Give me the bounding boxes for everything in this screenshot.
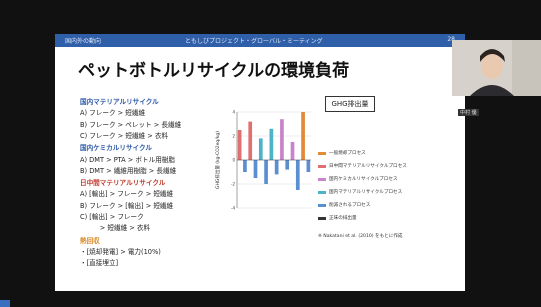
legend-label: 削減されるプロセス [329,202,370,208]
y-axis-label: GHG排出量 (kg-CO2eq/kg) [215,131,221,189]
list-item: A) DMT > PTA > ボトル用樹脂 [80,154,175,164]
y-tick-label: 2 [232,134,235,139]
legend-label: 一般焼却プロセス [329,150,366,156]
legend-label: 日中間マテリアルリサイクルプロセス [329,163,407,169]
legend-label: 国内ケミカルリサイクルプロセス [329,176,398,182]
list-item: C) フレーク > 短繊維 > 衣料 [80,130,168,140]
bar [307,160,311,172]
section-heading: 日中間マテリアルリサイクル [80,177,165,187]
legend-label: 正味の排出量 [329,215,357,221]
chart: GHG排出量 (kg-CO2eq/kg) -4 -2 0 2 4 [215,108,315,228]
legend-swatch [318,217,326,220]
app-icon [0,300,10,307]
list-item: C) [輸出] > フレーク [80,211,144,221]
ghg-box: GHG排出量 [325,96,375,112]
legend-swatch [318,152,326,155]
header-left: 国内外の動向 [65,36,101,45]
y-tick-label: -4 [231,206,235,211]
list-item: ・[直接埋立] [80,257,118,267]
bar [264,160,268,184]
bar [238,130,242,160]
y-tick-label: 0 [232,158,235,163]
list-item: A) フレーク > 短繊維 [80,107,145,117]
legend-swatch [318,178,326,181]
y-tick-label: -2 [231,182,235,187]
bar [291,142,295,160]
bar [275,160,279,174]
list-item: B) DMT > 繊維用樹脂 > 長繊維 [80,165,176,175]
bar [296,160,300,190]
list-item: > 短繊維 > 衣料 [80,222,150,232]
legend-label: 国内マテリアルリサイクルプロセス [329,189,402,195]
y-tick-label: 4 [232,110,235,115]
slide-title: ペットボトルリサイクルの環境負荷 [78,56,349,81]
legend-swatch [318,191,326,194]
section-heading: 熱回収 [80,235,100,245]
legend-swatch [318,165,326,168]
bar [270,129,274,160]
bar [259,138,263,160]
participant-name: 中村 優 [458,109,479,116]
list-item: ・[焼却発電] > 電力(10%) [80,246,161,256]
section-heading: 国内マテリアルリサイクル [80,96,159,106]
screen: {"slide": { "header_left": "国内外の動向", "he… [0,0,541,307]
bar [280,119,284,160]
webcam [452,40,541,96]
list-item: B) フレーク > ペレット > 長繊維 [80,119,181,129]
bar [248,122,252,160]
legend-swatch [318,204,326,207]
list-item: B) フレーク > [輸出] > 短繊維 [80,200,173,210]
list-item: A) [輸出] > フレーク > 短繊維 [80,188,173,198]
bar [301,112,305,160]
bar [243,160,247,172]
header-center: ともしびプロジェクト・グローバル・ミーティング [185,36,323,45]
webcam-image [452,40,541,96]
slide-header: 国内外の動向 ともしびプロジェクト・グローバル・ミーティング 28 [55,34,465,47]
bar [254,160,258,178]
source: ※ Nakatani et al. (2010) をもとに作成 [318,233,403,239]
section-heading: 国内ケミカルリサイクル [80,142,152,152]
bar [285,160,289,170]
